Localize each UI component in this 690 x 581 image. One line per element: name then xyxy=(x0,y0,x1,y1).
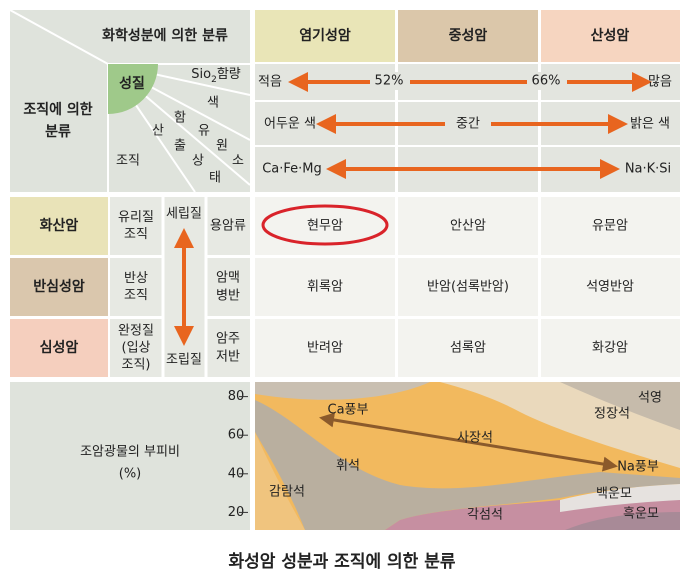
row-name: 화산암 xyxy=(40,217,79,234)
tick-label: 80 xyxy=(228,389,245,404)
property-text: 어두운 색 xyxy=(264,117,316,132)
texture-text: 조직 xyxy=(124,288,148,303)
property-text: Na·K·Si xyxy=(625,162,671,177)
mineral-label: 백운모 xyxy=(596,487,632,502)
mineral-label: Na풍부 xyxy=(617,460,659,475)
rock-name: 현무암 xyxy=(307,219,343,234)
property-text: 66% xyxy=(532,74,561,89)
rock-name: 화강암 xyxy=(592,341,628,356)
texture-text: 유리질 xyxy=(118,210,154,225)
property-text: 중간 xyxy=(456,117,480,132)
row-name: 심성암 xyxy=(40,339,79,356)
property-text: 52% xyxy=(375,74,404,89)
rock-name: 반려암 xyxy=(307,341,343,356)
header-text: 조직에 의한 xyxy=(23,101,92,118)
header-text: Sio2함량 xyxy=(191,67,241,85)
header-text: 원 xyxy=(216,139,228,154)
header-text: 분류 xyxy=(45,124,71,140)
mineral-label: 흑운모 xyxy=(623,507,659,522)
header-text: 출 xyxy=(174,139,186,154)
header-text: 태 xyxy=(209,171,221,186)
caption: 화성암 성분과 조직에 의한 분류 xyxy=(229,552,456,572)
texture-text: 완정질 xyxy=(118,324,154,339)
mineral-chart xyxy=(255,382,680,530)
occurrence-text: 암주 xyxy=(216,332,240,347)
axis-title: 조암광물의 부피비 xyxy=(80,445,180,460)
grain-text: 조립질 xyxy=(166,353,202,368)
texture-text: 반상 xyxy=(124,271,148,286)
property-text: 많음 xyxy=(648,75,672,90)
tick-label: 40 xyxy=(228,466,245,481)
mineral-label: 정장석 xyxy=(594,407,630,422)
header-text: 산 xyxy=(152,124,164,139)
mineral-label: 각섬석 xyxy=(467,508,503,523)
occurrence-text: 병반 xyxy=(216,289,240,304)
header-text: 성질 xyxy=(119,76,145,92)
header-text: 상 xyxy=(192,154,204,169)
header-text: 소 xyxy=(232,154,244,169)
property-text: 적음 xyxy=(258,75,282,90)
texture-text: (입상 xyxy=(122,341,151,356)
header-text: 함 xyxy=(174,111,186,126)
rock-name: 휘록암 xyxy=(307,280,343,295)
texture-text: 조직) xyxy=(122,358,151,373)
header-text: 색 xyxy=(207,96,219,111)
mineral-label: 석영 xyxy=(638,391,662,406)
column-header: 중성암 xyxy=(449,27,488,44)
axis-unit: (%) xyxy=(119,467,142,482)
column-header: 염기성암 xyxy=(299,27,351,44)
highlight xyxy=(261,204,389,246)
row-name: 반심성암 xyxy=(33,278,85,295)
header-text: 조직 xyxy=(116,154,140,169)
tick-label: 20 xyxy=(228,505,245,520)
mineral-label: 감람석 xyxy=(269,485,305,500)
rock-name: 섬록암 xyxy=(450,341,486,356)
occurrence-text: 저반 xyxy=(216,350,240,365)
tick-label: 60 xyxy=(228,428,245,443)
rock-name: 석영반암 xyxy=(586,280,634,295)
occurrence-text: 용암류 xyxy=(210,219,246,234)
rock-name: 안산암 xyxy=(450,219,486,234)
mineral-label: 사장석 xyxy=(457,431,493,446)
column-header: 산성암 xyxy=(591,27,630,44)
header-text: 유 xyxy=(198,124,210,139)
grain-text: 세립질 xyxy=(166,207,202,222)
rock-name: 반암(섬록반암) xyxy=(427,280,509,295)
mineral-label: 휘석 xyxy=(336,459,360,474)
texture-text: 조직 xyxy=(124,227,148,242)
header-text: 화학성분에 의한 분류 xyxy=(102,27,228,44)
mineral-label: Ca풍부 xyxy=(328,403,369,418)
property-text: 밝은 색 xyxy=(630,117,670,132)
rock-name: 유문암 xyxy=(592,219,628,234)
property-text: Ca·Fe·Mg xyxy=(262,162,322,177)
occurrence-text: 암맥 xyxy=(216,271,240,286)
